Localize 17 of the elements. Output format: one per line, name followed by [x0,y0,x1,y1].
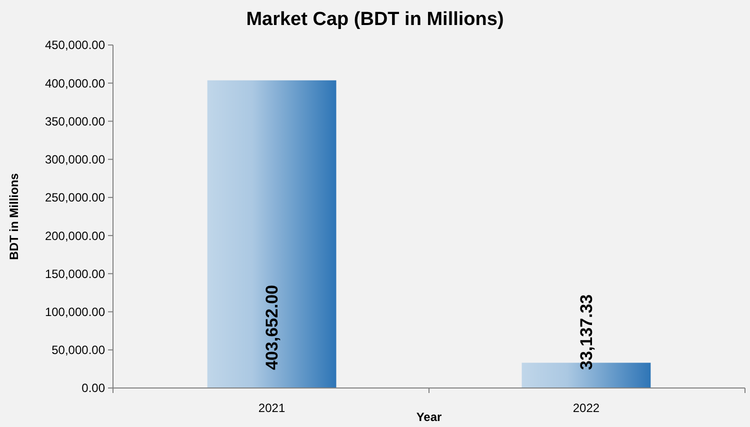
x-tick-label: 2022 [572,401,600,415]
y-tick-label: 50,000.00 [52,343,106,358]
y-tick-label: 350,000.00 [44,114,106,128]
y-tick-label: 0.00 [82,381,106,396]
y-tick-label: 100,000.00 [44,304,106,319]
x-axis-title: Year [416,410,442,424]
y-axis-title: BDT in Millions [7,172,21,260]
y-tick-label: 300,000.00 [44,152,106,167]
data-label: 403,652.00 [262,284,282,370]
y-tick-label: 250,000.00 [44,190,106,205]
x-tick-label: 2021 [258,401,286,415]
y-tick-label: 400,000.00 [44,76,106,90]
y-tick-label: 150,000.00 [44,266,106,281]
y-tick-label: 450,000.00 [44,38,106,52]
data-label: 33,137.33 [577,294,596,370]
y-tick-label: 200,000.00 [44,228,106,243]
chart-title: Market Cap (BDT in Millions) [246,9,504,30]
